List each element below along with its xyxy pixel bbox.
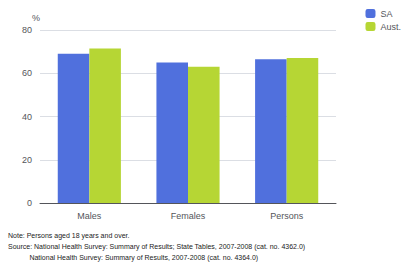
- svg-text:Males: Males: [77, 211, 102, 221]
- svg-text:Note: Persons aged 18 years an: Note: Persons aged 18 years and over.: [8, 232, 129, 240]
- svg-text:60: 60: [22, 68, 32, 78]
- svg-text:National Health Survey: Summar: National Health Survey: Summary of Resul…: [8, 254, 258, 262]
- svg-text:40: 40: [22, 112, 32, 122]
- svg-text:SA: SA: [380, 9, 392, 19]
- svg-text:Persons: Persons: [270, 211, 304, 221]
- svg-text:80: 80: [22, 25, 32, 35]
- svg-text:%: %: [32, 13, 40, 23]
- svg-text:20: 20: [22, 155, 32, 165]
- svg-text:Aust.: Aust.: [380, 22, 401, 32]
- svg-text:Females: Females: [171, 211, 206, 221]
- svg-text:Source: National Health Survey: Source: National Health Survey: Summary …: [8, 243, 305, 251]
- svg-text:0: 0: [27, 198, 32, 208]
